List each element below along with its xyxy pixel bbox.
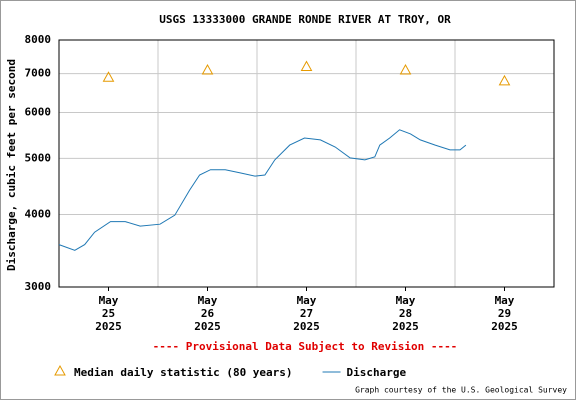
x-tick-label: 29 bbox=[498, 307, 511, 320]
provisional-note: ---- Provisional Data Subject to Revisio… bbox=[153, 340, 458, 353]
x-tick-label: 2025 bbox=[392, 320, 419, 333]
plot-border bbox=[58, 39, 555, 288]
median-marker bbox=[399, 64, 412, 75]
y-tick-label: 3000 bbox=[25, 280, 52, 293]
x-tick-label: 25 bbox=[102, 307, 115, 320]
x-tick-label: 2025 bbox=[491, 320, 518, 333]
x-tick-label: May bbox=[198, 294, 218, 307]
x-tick-label: May bbox=[396, 294, 416, 307]
median-marker bbox=[498, 74, 511, 86]
median-marker bbox=[300, 60, 313, 72]
y-tick-label: 6000 bbox=[25, 105, 52, 118]
x-tick-label: 2025 bbox=[293, 320, 320, 333]
x-tick-label: 28 bbox=[399, 307, 412, 320]
x-tick-label: 26 bbox=[201, 307, 215, 320]
legend-symbol bbox=[54, 364, 66, 376]
x-tick-label: May bbox=[495, 294, 515, 307]
y-tick-label: 7000 bbox=[25, 67, 52, 80]
y-axis-label: Discharge, cubic feet per second bbox=[5, 59, 18, 271]
median-marker bbox=[102, 71, 115, 82]
legend-label: Median daily statistic (80 years) bbox=[74, 366, 293, 379]
y-tick-label: 4000 bbox=[25, 208, 52, 221]
credit: Graph courtesy of the U.S. Geological Su… bbox=[355, 386, 567, 395]
x-tick-label: 2025 bbox=[194, 320, 221, 333]
x-tick-label: May bbox=[99, 294, 119, 307]
x-tick-label: May bbox=[297, 294, 317, 307]
y-tick-label: 8000 bbox=[25, 33, 52, 46]
x-tick-label: 27 bbox=[300, 307, 313, 320]
median-marker bbox=[201, 64, 214, 75]
discharge-line bbox=[58, 129, 467, 251]
chart-title: USGS 13333000 GRANDE RONDE RIVER AT TROY… bbox=[159, 13, 451, 26]
x-tick-label: 2025 bbox=[95, 320, 122, 333]
y-tick-label: 5000 bbox=[25, 151, 52, 164]
legend-label: Discharge bbox=[347, 366, 407, 379]
